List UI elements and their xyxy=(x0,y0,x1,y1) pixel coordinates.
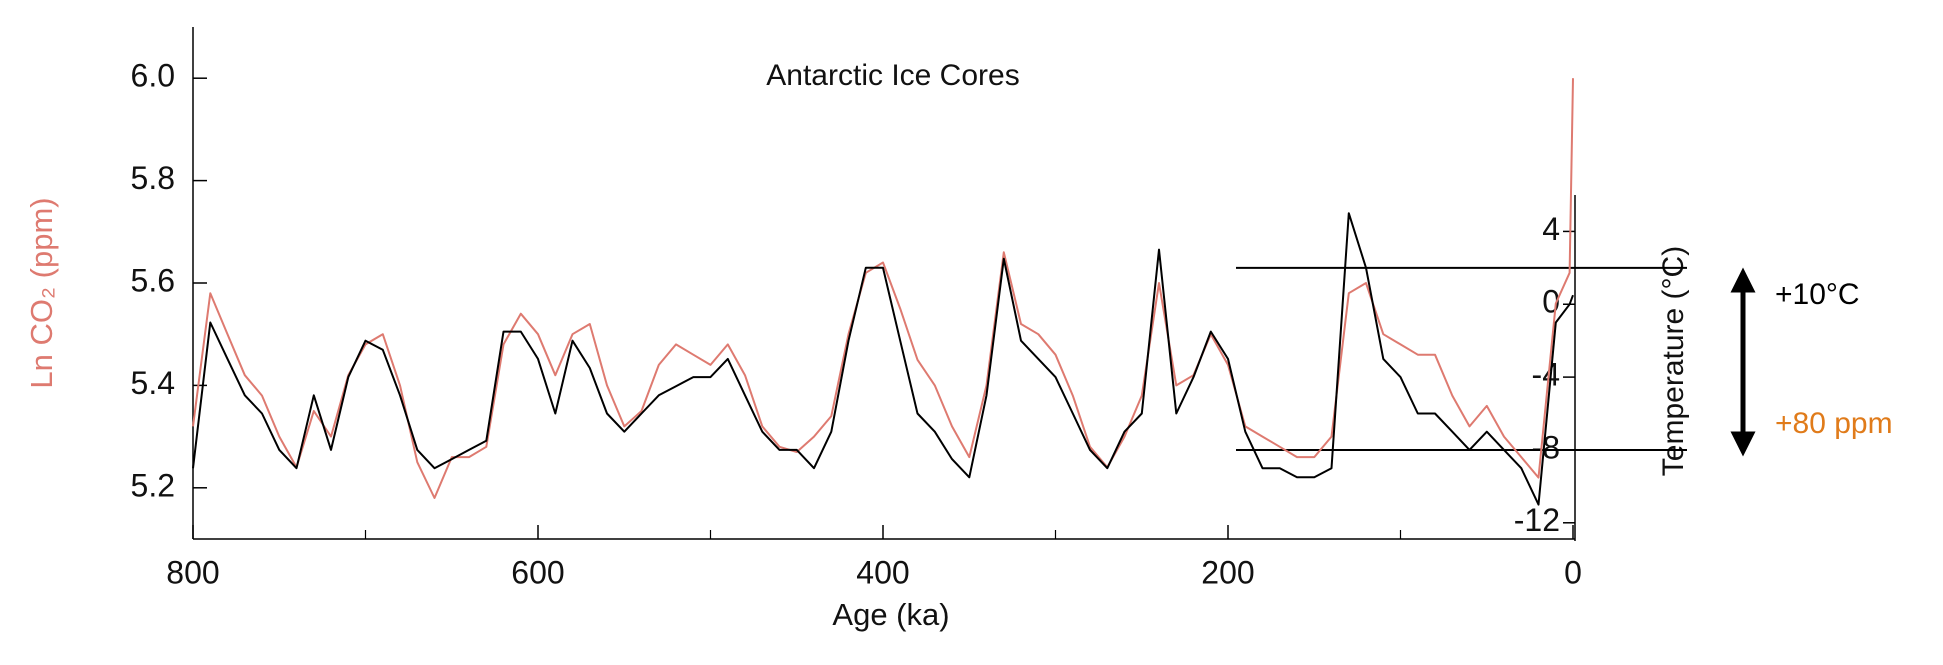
x-axis-label: Age (ka) xyxy=(832,597,949,632)
annotation: +80 ppm xyxy=(1775,407,1893,440)
y2-tick-label: -4 xyxy=(1532,357,1560,393)
y-tick-label: 5.6 xyxy=(131,262,175,298)
x-tick-label: 0 xyxy=(1564,554,1582,590)
x-tick-label: 800 xyxy=(166,554,219,590)
y-tick-label: 5.4 xyxy=(131,365,175,401)
chart-title: Antarctic Ice Cores xyxy=(766,59,1019,92)
y-tick-label: 5.2 xyxy=(131,467,175,503)
y-tick-label: 5.8 xyxy=(131,160,175,196)
y-axis-label: Ln CO₂ (ppm) xyxy=(24,197,59,388)
y2-tick-label: -12 xyxy=(1514,502,1560,538)
data-line xyxy=(192,78,1574,499)
y2-axis-label: Temperature (°C) xyxy=(1657,246,1690,476)
x-tick-label: 400 xyxy=(856,554,909,590)
y2-tick-label: 4 xyxy=(1542,211,1560,247)
data-line xyxy=(192,212,1574,506)
x-tick-label: 200 xyxy=(1201,554,1254,590)
y-tick-label: 6.0 xyxy=(131,58,175,94)
annotation: +10°C xyxy=(1775,278,1860,311)
x-tick-label: 600 xyxy=(511,554,564,590)
